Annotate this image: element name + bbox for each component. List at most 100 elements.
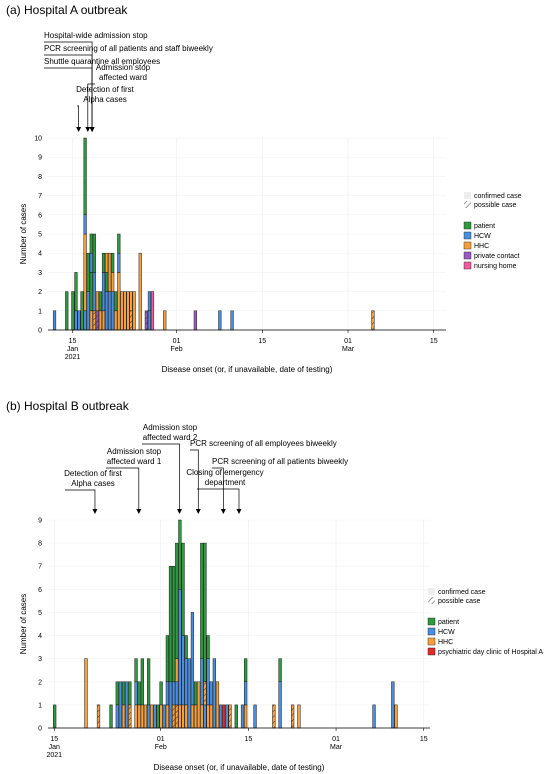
y-tick-label: 8 <box>38 541 42 548</box>
bar-segment <box>165 704 169 729</box>
annotation-arrow <box>220 509 226 514</box>
bar-segment <box>140 658 144 706</box>
bar-segment <box>184 704 188 729</box>
bar-segment <box>230 310 234 331</box>
chart-title: (b) Hospital B outbreak <box>6 399 130 413</box>
bar-segment <box>244 704 248 729</box>
y-tick-label: 2 <box>38 679 42 686</box>
bar-segment <box>225 704 229 729</box>
bar-segment-possible-hatch <box>228 704 232 728</box>
bar-segment <box>175 681 179 706</box>
x-tick-label: 2021 <box>46 752 62 759</box>
bar-segment <box>172 565 176 683</box>
annotation-text: Alpha cases <box>71 479 115 488</box>
annotation-text: department <box>205 478 246 487</box>
y-tick-label: 9 <box>38 155 42 162</box>
bar-segment-possible-hatch <box>172 704 176 728</box>
y-tick-label: 5 <box>38 610 42 617</box>
bar-segment <box>129 291 133 312</box>
x-axis-label: Disease onset (or, if unavailable, date … <box>162 365 333 374</box>
legend-swatch-confirmed <box>464 192 471 199</box>
annotation-text: Admission stop <box>143 423 198 432</box>
bar-segment <box>197 681 201 729</box>
bar-segment <box>162 704 166 729</box>
bar-segment <box>74 310 78 331</box>
bar-segment <box>244 681 248 706</box>
bar-segment <box>159 681 163 706</box>
bar-segment <box>147 310 152 331</box>
legend-label-confirmed: confirmed case <box>438 589 486 596</box>
y-tick-label: 0 <box>38 328 42 335</box>
x-tick-label: 01 <box>344 338 352 345</box>
x-tick-label: Feb <box>155 744 167 751</box>
bar-segment <box>163 310 167 331</box>
bar-segment <box>209 681 213 706</box>
bar-segment <box>89 272 93 312</box>
bar-segment <box>168 681 173 729</box>
legend-label: HHC <box>438 639 453 646</box>
bar-segment <box>234 704 238 729</box>
annotation-arrow <box>177 509 183 514</box>
bar-segment <box>244 658 248 683</box>
bar-segment <box>134 658 138 683</box>
legend-swatch <box>427 647 436 656</box>
bar-segment <box>150 704 154 729</box>
x-tick-label: 15 <box>244 736 252 743</box>
annotation-text: PCR screening of all patients biweekly <box>212 457 348 466</box>
bar-segment <box>140 704 144 729</box>
y-tick-label: 7 <box>38 564 42 571</box>
bar-segment <box>108 291 112 331</box>
annotation-text: Detection of first <box>76 85 135 94</box>
bar-segment <box>193 681 198 706</box>
bar-segment <box>200 704 204 729</box>
legend-label-possible: possible case <box>474 202 517 209</box>
bar-segment <box>101 252 106 273</box>
bar-segment <box>121 704 126 729</box>
bar-segment <box>200 542 204 659</box>
annotation-arrow <box>236 509 242 514</box>
bar-segment <box>137 681 141 706</box>
x-tick-label: Jan <box>49 744 60 751</box>
bar-segment <box>253 704 257 729</box>
bar-segment <box>184 635 188 659</box>
bar-segment <box>212 658 216 729</box>
bar-segment <box>115 704 119 729</box>
bar-segment <box>138 252 142 331</box>
bar-segment <box>77 310 81 331</box>
legend-label: private contact <box>474 253 520 260</box>
annotation-leader-line <box>190 449 199 512</box>
bar-segment <box>146 658 151 706</box>
bar-segment-possible-hatch <box>129 310 133 330</box>
bar-segment <box>123 291 127 331</box>
y-tick-label: 2 <box>38 289 42 296</box>
x-tick-label: 01 <box>157 736 165 743</box>
bar-segment <box>153 704 157 729</box>
legend-swatch <box>463 261 472 270</box>
bar-segment <box>92 233 96 273</box>
bar-segment <box>193 310 197 331</box>
bar-segment <box>178 704 182 729</box>
annotation-leader-line <box>142 443 180 512</box>
bar-segment <box>125 681 129 729</box>
y-tick-label: 4 <box>38 251 42 258</box>
y-tick-label: 3 <box>38 656 42 663</box>
legend-swatch <box>427 637 436 646</box>
y-tick-label: 5 <box>38 232 42 239</box>
bar-segment <box>108 252 112 292</box>
bar-segment <box>104 272 109 292</box>
x-tick-label: Jan <box>67 346 78 353</box>
bar-segment <box>74 272 78 312</box>
bar-segment <box>114 310 118 331</box>
annotation-text: Detection of first <box>64 469 123 478</box>
bar-segment <box>71 291 75 331</box>
bar-segment-possible-hatch <box>272 704 276 728</box>
legend-swatch <box>463 221 472 230</box>
annotation-text: affected ward 1 <box>107 457 162 466</box>
bar-segment <box>187 658 191 729</box>
bar-segment <box>86 252 90 292</box>
y-tick-label: 9 <box>38 518 42 525</box>
x-tick-label: 01 <box>332 736 340 743</box>
bar-segment <box>89 233 93 254</box>
panel-hospital-b: (b) Hospital B outbreak012345678915Jan20… <box>6 399 543 772</box>
